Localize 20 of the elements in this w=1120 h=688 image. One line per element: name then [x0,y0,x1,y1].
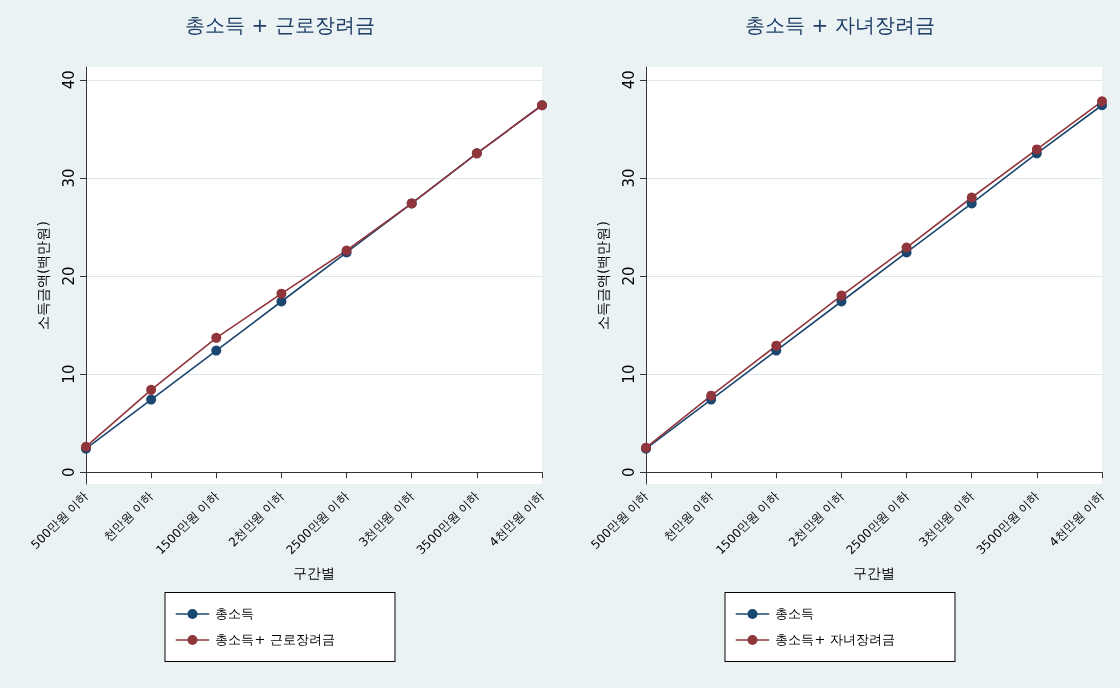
chart-title: 총소득 + 자녀장려금 [745,13,935,37]
x-axis-title: 구간별 [293,565,335,581]
y-tick-label: 20 [619,266,638,286]
y-tick-label: 30 [619,168,638,188]
chart-title: 총소득 + 근로장려금 [185,13,375,37]
legend-label: 총소득 [775,605,815,623]
y-tick-label: 40 [619,70,638,90]
legend-label: 총소득 [215,605,255,623]
legend-label: 총소득+ 자녀장려금 [775,631,895,649]
y-axis-title: 소득금액(백만원) [595,221,611,330]
y-axis-title: 소득금액(백만원) [35,221,51,330]
y-tick-label: 0 [59,467,78,477]
y-tick-label: 10 [59,364,78,384]
legend-label: 총소득+ 근로장려금 [215,631,335,649]
x-axis-title: 구간별 [853,565,895,581]
y-tick-label: 0 [619,467,638,477]
y-tick-label: 20 [59,266,78,286]
y-tick-label: 10 [619,364,638,384]
y-tick-label: 40 [59,70,78,90]
y-tick-label: 30 [59,168,78,188]
